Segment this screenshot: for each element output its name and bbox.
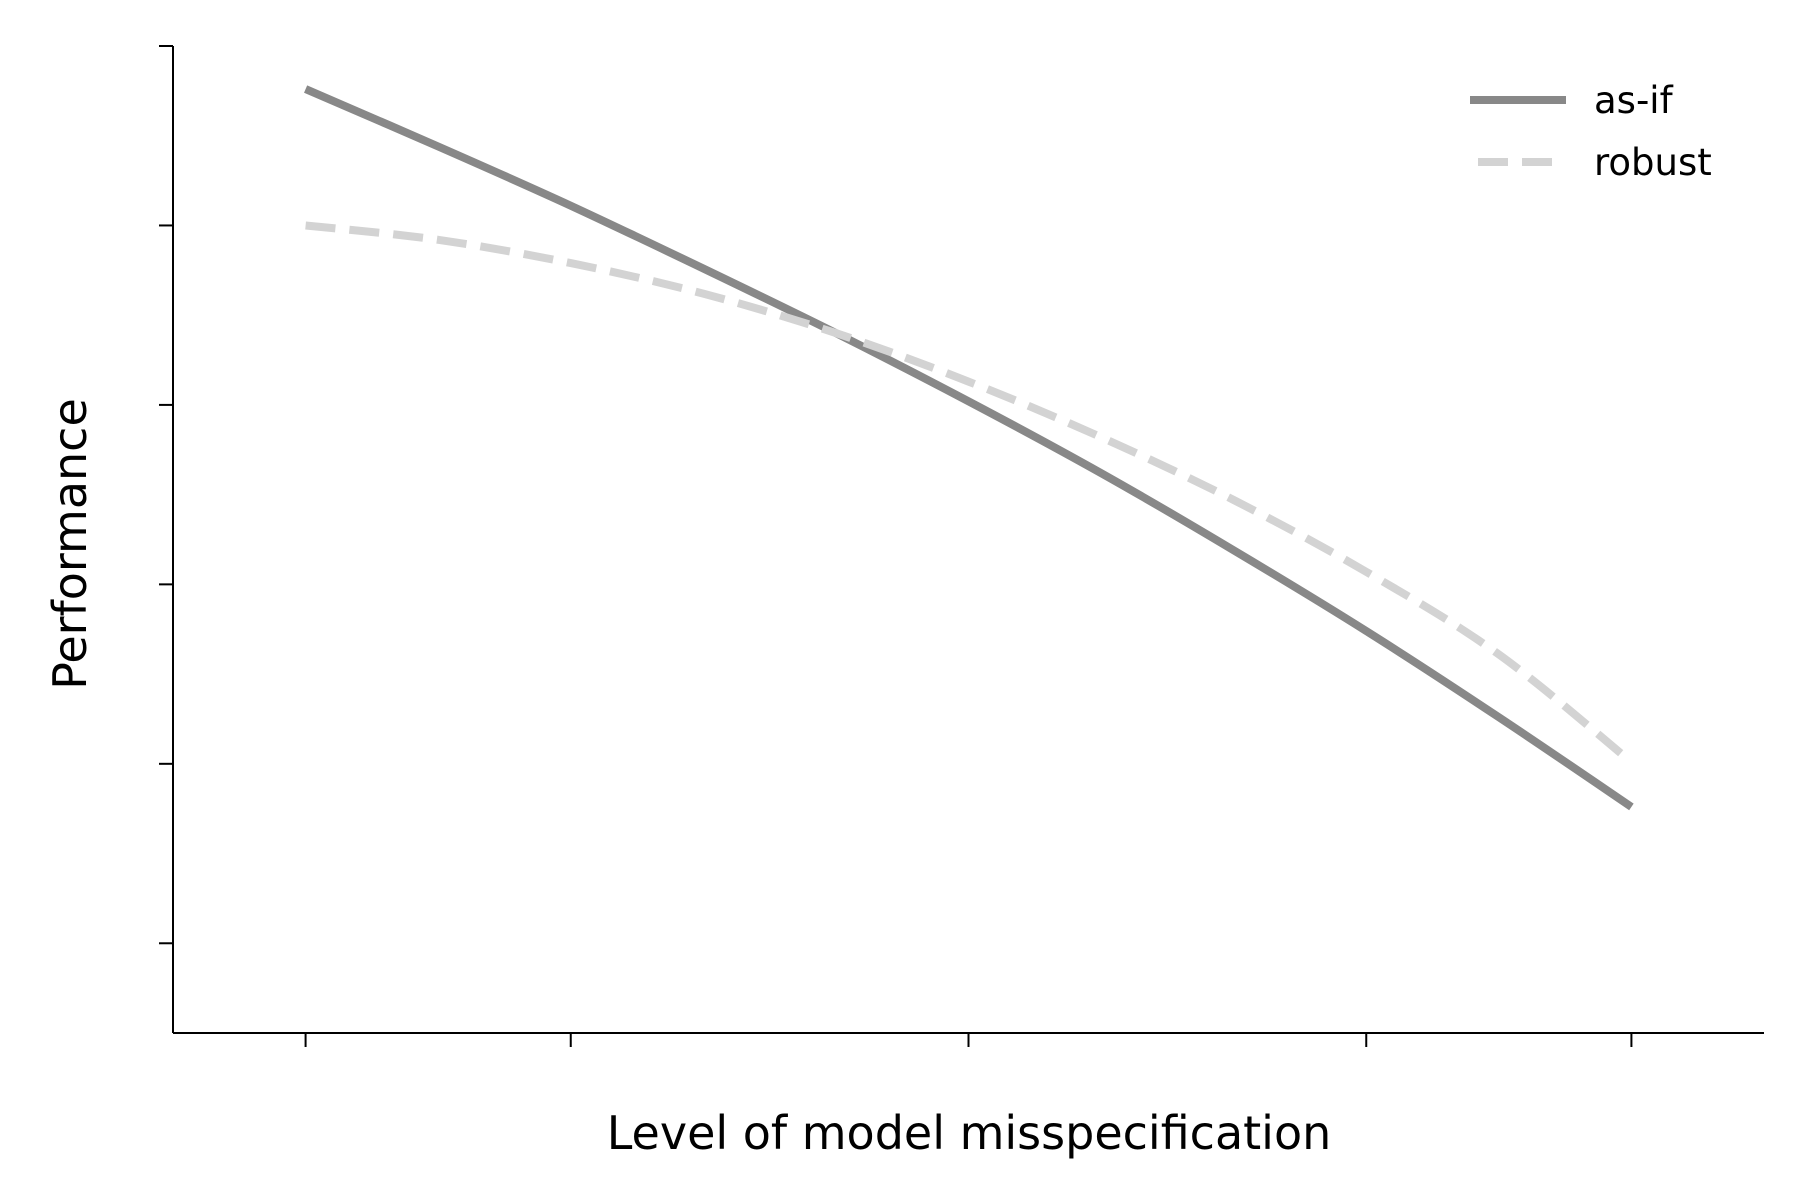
y-ticks [159, 45, 173, 945]
axes [159, 45, 1764, 1047]
series-line-as-if [304, 85, 1634, 811]
legend: as-if robust [1470, 79, 1712, 184]
legend-label-robust: robust [1594, 141, 1712, 184]
series-layer [304, 85, 1634, 811]
y-axis-label: Performance [43, 398, 97, 690]
legend-label-as-if: as-if [1594, 79, 1674, 122]
x-axis-label: Level of model misspecification [607, 1106, 1332, 1160]
series-line-robust [305, 221, 1634, 766]
x-ticks [304, 1033, 1633, 1047]
